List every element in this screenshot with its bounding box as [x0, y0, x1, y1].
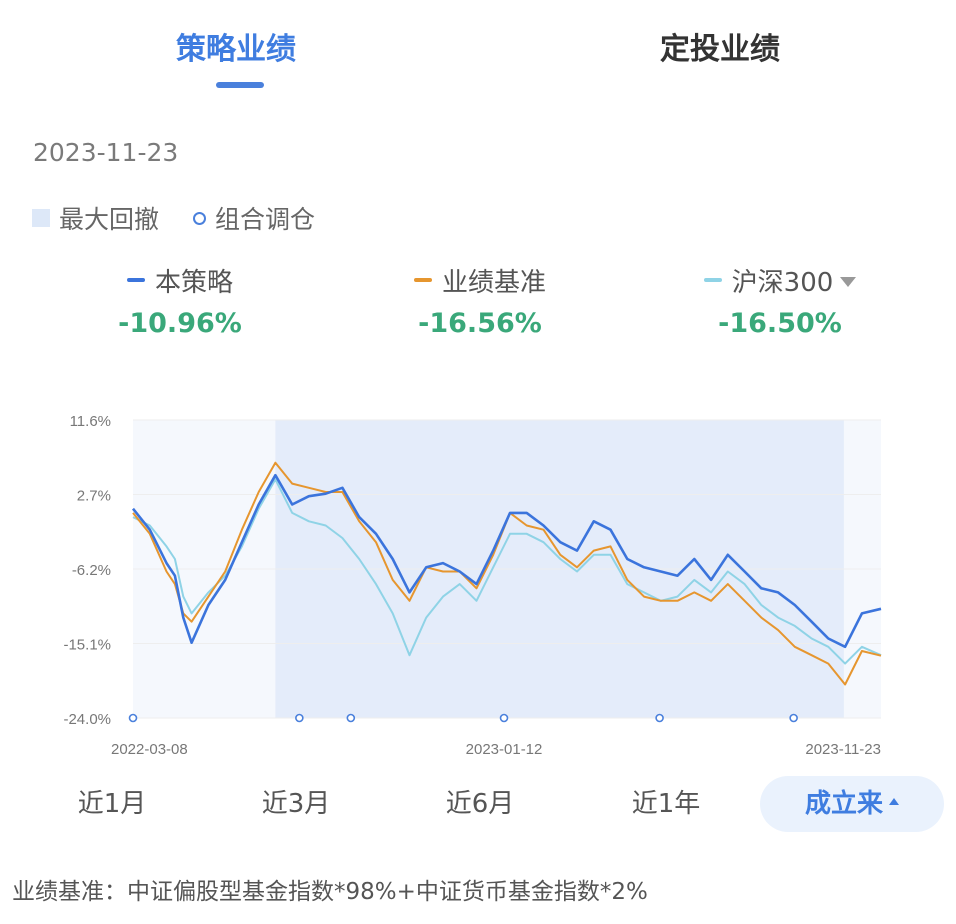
tab-strategy-performance[interactable]: 策略业绩	[176, 32, 296, 67]
series-name: 本策略	[154, 267, 233, 298]
legend-drawdown-label: 最大回撤	[59, 205, 160, 234]
series-return: -16.56%	[418, 308, 542, 339]
tab-fixed-investment-performance[interactable]: 定投业绩	[660, 32, 780, 67]
performance-chart: 11.6% 2.7% -6.2% -15.1% -24.0%2022-03-08 2023…	[63, 413, 882, 758]
series-return: -16.50%	[718, 308, 842, 339]
y-tick-label: -24.0%	[63, 711, 111, 728]
y-tick-label: 2.7%	[77, 488, 111, 505]
rebalance-marker	[499, 713, 509, 723]
period-since-inception[interactable]: 成立来	[760, 776, 944, 832]
csi300-line-icon	[703, 278, 722, 282]
benchmark-footnote: 业绩基准：中证偏股型基金指数*98%+中证货币基金指数*2%	[12, 879, 648, 905]
y-tick-label: 11.6%	[70, 413, 111, 430]
series-name: 业绩基准	[441, 267, 546, 298]
period-6-months[interactable]: 近6月	[445, 789, 515, 819]
period-3-months[interactable]: 近3月	[261, 789, 331, 819]
series-return: -10.96%	[118, 308, 242, 339]
series-line-strategy	[131, 473, 882, 649]
y-tick-label: -15.1%	[63, 637, 111, 654]
period-1-year[interactable]: 近1年	[631, 789, 701, 819]
sort-caret-up-icon	[889, 798, 899, 805]
series-line-benchmark	[132, 461, 882, 686]
legend-rebalance-label: 组合调仓	[215, 205, 316, 234]
rebalance-marker	[655, 713, 664, 723]
x-tick-label: 2023-01-12	[466, 741, 543, 758]
y-tick-label: -6.2%	[72, 562, 111, 579]
active-tab-indicator	[216, 82, 264, 88]
period-selector: 近1月 近3月 近6月 近1年 成立来	[0, 776, 956, 832]
series-name: 沪深300	[731, 267, 834, 298]
rebalance-marker	[789, 713, 798, 723]
chart-legend-top: 最大回撤 组合调仓	[32, 200, 315, 236]
as-of-date: 2023-11-23	[33, 138, 179, 167]
period-since-inception-label: 成立来	[804, 789, 883, 819]
series-stat-csi300[interactable]: 沪深300 -16.50%	[690, 260, 870, 339]
drawdown-swatch-icon	[32, 209, 50, 227]
rebalance-marker-icon	[193, 211, 207, 225]
period-1-month[interactable]: 近1月	[77, 789, 147, 819]
rebalance-marker	[128, 713, 138, 723]
chevron-down-icon[interactable]	[840, 277, 857, 287]
series-stat-benchmark: 业绩基准 -16.56%	[400, 260, 560, 339]
x-tick-label: 2023-11-23	[805, 741, 881, 758]
strategy-line-icon	[126, 278, 145, 282]
rebalance-marker	[346, 713, 356, 723]
benchmark-line-icon	[413, 278, 432, 282]
tab-bar: 策略业绩 定投业绩	[0, 0, 956, 100]
series-stat-strategy: 本策略 -10.96%	[110, 260, 250, 340]
rebalance-marker	[295, 713, 304, 723]
x-tick-label: 2022-03-08	[111, 741, 188, 758]
